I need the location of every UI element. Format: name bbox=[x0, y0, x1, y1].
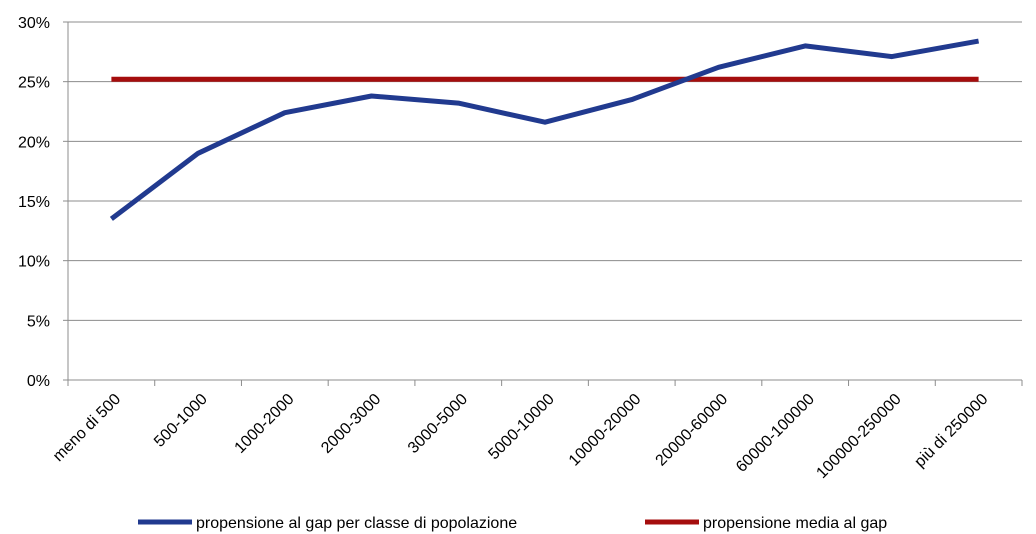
x-tick-label: 10000-20000 bbox=[566, 391, 645, 470]
y-axis-ticks: 0% 5% 10% 15% 20% 25% 30% bbox=[18, 15, 50, 390]
x-tick-label: 500-1000 bbox=[151, 391, 211, 451]
x-tick-label: 3000-5000 bbox=[405, 391, 471, 457]
legend-label: propensione al gap per classe di popolaz… bbox=[196, 515, 517, 532]
x-axis-ticks: meno di 500 500-1000 1000-2000 2000-3000 300… bbox=[50, 391, 992, 482]
y-tick-label: 10% bbox=[18, 254, 50, 271]
y-tick-label: 15% bbox=[18, 194, 50, 211]
x-tick-label: meno di 500 bbox=[50, 391, 124, 465]
x-tick-label: 5000-10000 bbox=[485, 391, 557, 463]
series-lines bbox=[109, 38, 980, 221]
x-tick-label: 2000-3000 bbox=[318, 391, 384, 457]
y-tick-label: 25% bbox=[18, 75, 50, 92]
y-tick-label: 5% bbox=[27, 313, 50, 330]
x-tick-label: più di 250000 bbox=[911, 391, 991, 471]
x-tick-label: 20000-60000 bbox=[653, 391, 732, 470]
x-tick-label: 100000-250000 bbox=[813, 391, 904, 482]
x-tick-label: 60000-100000 bbox=[733, 391, 818, 476]
series-line-gap-per-class bbox=[109, 38, 980, 221]
x-tick-label: 1000-2000 bbox=[232, 391, 298, 457]
gridlines bbox=[68, 21, 1022, 321]
y-tick-label: 0% bbox=[27, 373, 50, 390]
axes bbox=[63, 21, 1023, 386]
y-tick-label: 30% bbox=[18, 15, 50, 32]
y-tick-label: 20% bbox=[18, 134, 50, 151]
legend: propensione al gap per classe di popolaz… bbox=[138, 515, 887, 532]
legend-label: propensione media al gap bbox=[703, 515, 887, 532]
